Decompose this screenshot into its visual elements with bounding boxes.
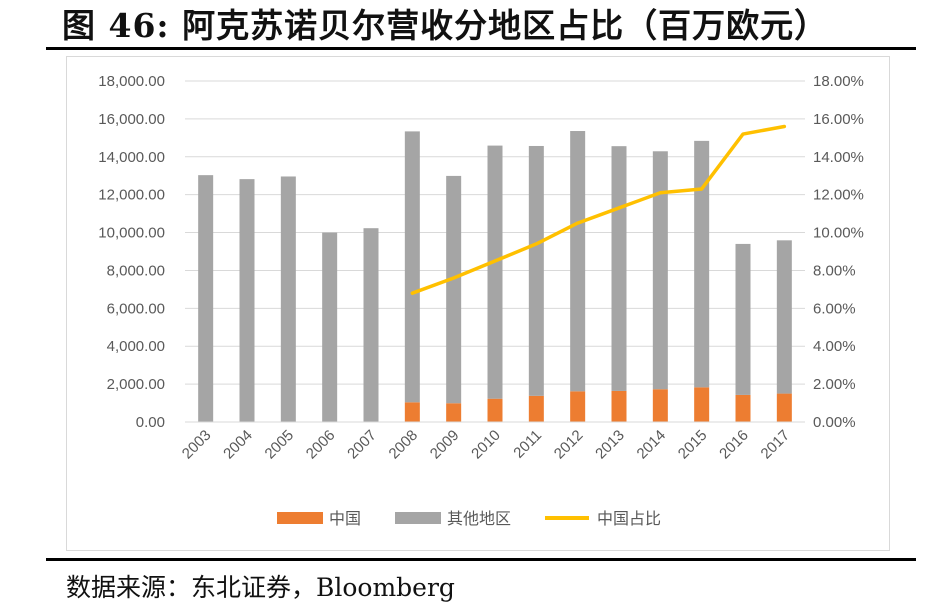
x-tick-label: 2017 — [758, 427, 794, 463]
bar-other — [776, 240, 792, 394]
y-left-tick-label: 6,000.00 — [107, 300, 165, 317]
x-tick-label: 2005 — [262, 427, 298, 463]
bar-other — [652, 151, 668, 390]
x-tick-label: 2008 — [386, 427, 422, 463]
bar-china — [570, 391, 586, 422]
bar-china — [487, 398, 503, 422]
bar-other — [363, 228, 379, 422]
x-tick-label: 2006 — [303, 427, 339, 463]
legend-swatch-china — [277, 512, 323, 524]
y-right-tick-label: 6.00% — [813, 300, 856, 317]
bar-china — [652, 389, 668, 422]
top-rule — [46, 47, 916, 50]
y-left-tick-label: 4,000.00 — [107, 338, 165, 355]
bar-other — [694, 140, 710, 388]
y-left-tick-label: 18,000.00 — [98, 73, 165, 90]
y-right-tick-label: 2.00% — [813, 376, 856, 393]
bar-china — [528, 395, 544, 422]
y-right-tick-label: 16.00% — [813, 111, 864, 128]
bar-other — [280, 176, 296, 422]
x-tick-label: 2014 — [634, 427, 670, 463]
y-left-axis: 0.00 2,000.00 4,000.00 6,000.00 8,000.00 10,0… — [98, 73, 165, 431]
y-right-tick-label: 18.00% — [813, 73, 864, 90]
bar-other — [735, 243, 751, 395]
bar-other — [528, 145, 544, 396]
bar-other — [570, 131, 586, 392]
bottom-rule — [46, 558, 916, 561]
x-tick-label: 2010 — [468, 427, 504, 463]
legend-label-ratio: 中国占比 — [597, 510, 661, 528]
bar-other — [198, 175, 214, 422]
bars — [198, 131, 792, 422]
legend-label-china: 中国 — [329, 510, 361, 528]
bar-other — [404, 131, 420, 403]
y-left-tick-label: 14,000.00 — [98, 149, 165, 166]
y-right-tick-label: 4.00% — [813, 338, 856, 355]
x-tick-label: 2009 — [427, 427, 463, 463]
y-right-tick-label: 0.00% — [813, 414, 856, 431]
chart-frame: 0.00 2,000.00 4,000.00 6,000.00 8,000.00 10,0… — [66, 56, 890, 551]
y-left-tick-label: 16,000.00 — [98, 111, 165, 128]
bar-china — [611, 390, 627, 422]
y-right-tick-label: 8.00% — [813, 262, 856, 279]
bar-china — [776, 393, 792, 422]
y-left-tick-label: 2,000.00 — [107, 376, 165, 393]
x-tick-label: 2004 — [220, 427, 256, 463]
bar-other — [446, 175, 462, 404]
y-left-tick-label: 8,000.00 — [107, 262, 165, 279]
bar-china — [404, 402, 420, 422]
figure-title: 图 46: 阿克苏诺贝尔营收分地区占比（百万欧元） — [62, 6, 829, 45]
y-right-axis: 0.00% 2.00% 4.00% 6.00% 8.00% 10.00% 12.00% 14.… — [813, 73, 864, 431]
y-left-tick-label: 0.00 — [136, 414, 165, 431]
y-right-tick-label: 14.00% — [813, 149, 864, 166]
legend-swatch-other — [395, 512, 441, 524]
x-tick-label: 2016 — [716, 427, 752, 463]
bar-other — [239, 179, 255, 422]
bar-china — [446, 403, 462, 422]
bar-other — [487, 145, 503, 399]
y-left-tick-label: 12,000.00 — [98, 187, 165, 204]
x-tick-label: 2013 — [592, 427, 628, 463]
chart-svg: 0.00 2,000.00 4,000.00 6,000.00 8,000.00 10,0… — [98, 73, 864, 528]
source-note: 数据来源：东北证券，Bloomberg — [66, 573, 455, 602]
x-tick-label: 2011 — [510, 427, 545, 462]
legend-label-other: 其他地区 — [447, 510, 511, 528]
y-right-tick-label: 10.00% — [813, 225, 864, 242]
x-tick-label: 2003 — [179, 427, 215, 463]
ratio-line — [410, 124, 787, 295]
legend: 中国 其他地区 中国占比 — [277, 510, 661, 528]
x-axis: 2003 2004 2005 2006 2007 2008 2009 2010 2011 2012… — [179, 421, 805, 463]
bar-other — [611, 146, 627, 391]
bar-china — [694, 387, 710, 422]
x-tick-label: 2012 — [551, 427, 587, 463]
x-tick-label: 2015 — [675, 427, 711, 463]
bar-china — [735, 394, 751, 422]
x-tick-label: 2007 — [344, 427, 380, 463]
bar-other — [322, 232, 338, 422]
y-right-tick-label: 12.00% — [813, 187, 864, 204]
ratio-line-path — [410, 124, 787, 295]
y-left-tick-label: 10,000.00 — [98, 225, 165, 242]
